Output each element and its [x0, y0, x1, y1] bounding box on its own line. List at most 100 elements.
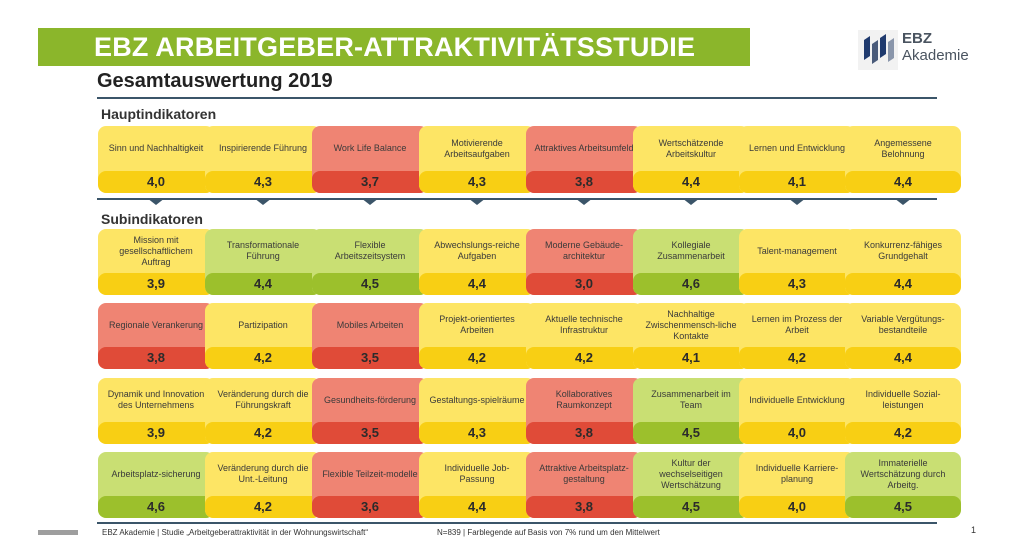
- sub-indicator-card-value: 3,9: [98, 422, 214, 444]
- sub-indicator-card-value: 4,2: [205, 496, 321, 518]
- ebz-logo-icon: [858, 30, 898, 70]
- main-indicator-card-value: 4,1: [739, 171, 855, 193]
- down-arrow-icon: [468, 198, 486, 205]
- down-arrow-icon: [894, 198, 912, 205]
- sub-indicator-card-label: Veränderung durch die Führungskraft: [217, 389, 309, 410]
- main-indicator-card-label: Angemessene Belohnung: [874, 137, 932, 159]
- logo-text-akademie: Akademie: [902, 47, 969, 64]
- sub-indicator-card-value: 4,5: [633, 422, 749, 444]
- sub-indicator-card: Lernen im Prozess der Arbeit 4,2: [739, 303, 855, 369]
- sub-indicator-card: Transformationale Führung 4,4: [205, 229, 321, 295]
- sub-indicator-card: Moderne Gebäude-architektur 3,0: [526, 229, 642, 295]
- sub-indicator-card-value: 3,5: [312, 347, 428, 369]
- sub-indicator-card-value: 4,5: [312, 273, 428, 295]
- main-indicator-card: Angemessene Belohnung 4,4: [845, 126, 961, 193]
- main-indicator-card-label: Motivierende Arbeitsaufgaben: [444, 137, 510, 159]
- bottom-divider: [97, 522, 937, 524]
- sub-indicator-card: Projekt-orientiertes Arbeiten 4,2: [419, 303, 535, 369]
- sub-indicator-card: Individuelle Entwicklung 4,0: [739, 378, 855, 444]
- sub-indicator-card-label: Attraktive Arbeitsplatz-gestaltung: [539, 463, 629, 484]
- sub-indicator-card: Individuelle Job-Passung 4,4: [419, 452, 535, 518]
- sub-indicator-card: Mobiles Arbeiten 3,5: [312, 303, 428, 369]
- sub-indicator-card-label: Arbeitsplatz-sicherung: [111, 468, 201, 479]
- sub-indicator-card-value: 4,2: [205, 422, 321, 444]
- main-indicator-card: Wertschätzende Arbeitskultur 4,4: [633, 126, 749, 193]
- sub-indicator-card-value: 3,8: [526, 422, 642, 444]
- page-number: 1: [971, 525, 977, 535]
- sub-indicator-card-value: 4,4: [845, 273, 961, 295]
- sub-indicator-card-label: Veränderung durch die Unt.-Leitung: [217, 463, 309, 484]
- footer-note: N=839 | Farblegende auf Basis von 7% run…: [437, 528, 660, 537]
- sub-indicator-card-value: 4,3: [739, 273, 855, 295]
- sub-indicator-card-value: 4,6: [98, 496, 214, 518]
- sub-indicator-card-label: Lernen im Prozess der Arbeit: [751, 314, 843, 335]
- main-indicator-card-label: Sinn und Nachhaltigkeit: [108, 143, 204, 153]
- down-arrow-icon: [147, 198, 165, 205]
- sub-indicator-card-value: 4,2: [526, 347, 642, 369]
- sub-indicator-card-label: Individuelle Karriere-planung: [755, 463, 839, 484]
- sub-indicator-card: Gesundheits-förderung 3,5: [312, 378, 428, 444]
- sub-indicator-card-value: 4,4: [419, 273, 535, 295]
- sub-indicator-card: Individuelle Sozial-leistungen 4,2: [845, 378, 961, 444]
- main-indicator-card-label: Lernen und Entwicklung: [748, 143, 846, 153]
- section-main-label: Hauptindikatoren: [101, 106, 217, 122]
- sub-indicator-card: Immaterielle Wertschätzung durch Arbeitg…: [845, 452, 961, 518]
- sub-indicator-card-label: Talent-management: [757, 245, 837, 256]
- sub-indicator-card-value: 4,2: [739, 347, 855, 369]
- sub-indicator-card-value: 4,0: [739, 422, 855, 444]
- sub-indicator-card: Talent-management 4,3: [739, 229, 855, 295]
- sub-indicator-card-value: 4,1: [633, 347, 749, 369]
- sub-indicator-card-value: 4,2: [845, 422, 961, 444]
- sub-indicator-card-label: Immaterielle Wertschätzung durch Arbeitg…: [860, 457, 946, 490]
- sub-indicator-card: Abwechslungs-reiche Aufgaben 4,4: [419, 229, 535, 295]
- sub-indicator-card-label: Mission mit gesellschaftlichem Auftrag: [119, 234, 193, 267]
- down-arrow-icon: [361, 198, 379, 205]
- sub-indicator-card-value: 3,6: [312, 496, 428, 518]
- sub-indicator-card: Kultur der wechselseitigen Wertschätzung…: [633, 452, 749, 518]
- sub-indicator-card-label: Individuelle Job-Passung: [444, 463, 510, 484]
- sub-indicator-card-value: 3,8: [98, 347, 214, 369]
- sub-indicator-card: Partizipation 4,2: [205, 303, 321, 369]
- sub-indicator-card: Kollegiale Zusammenarbeit 4,6: [633, 229, 749, 295]
- down-arrow-icon: [575, 198, 593, 205]
- sub-indicator-card-value: 4,4: [845, 347, 961, 369]
- top-divider: [97, 97, 937, 99]
- sub-indicator-card-label: Flexible Teilzeit-modelle: [322, 468, 418, 479]
- main-indicator-card-label: Wertschätzende Arbeitskultur: [658, 137, 724, 159]
- sub-indicator-card: Aktuelle technische Infrastruktur 4,2: [526, 303, 642, 369]
- sub-indicator-card-value: 4,5: [633, 496, 749, 518]
- sub-indicator-card: Flexible Arbeitszeitsystem 4,5: [312, 229, 428, 295]
- sub-indicator-card-label: Gestaltungs-spielräume: [429, 394, 525, 405]
- logo-text-ebz: EBZ: [902, 30, 932, 47]
- sub-indicator-card-value: 4,0: [739, 496, 855, 518]
- main-indicator-card-value: 4,3: [419, 171, 535, 193]
- main-indicator-card-label: Attraktives Arbeitsumfeld: [534, 143, 634, 153]
- main-indicator-card-value: 3,7: [312, 171, 428, 193]
- main-indicator-card: Sinn und Nachhaltigkeit 4,0: [98, 126, 214, 193]
- sub-indicator-card-label: Variable Vergütungs-bestandteile: [861, 314, 945, 335]
- main-indicator-card: Attraktives Arbeitsumfeld 3,8: [526, 126, 642, 193]
- sub-indicator-card: Kollaboratives Raumkonzept 3,8: [526, 378, 642, 444]
- report-subtitle: Gesamtauswertung 2019: [97, 70, 333, 92]
- sub-indicator-card-label: Flexible Arbeitszeitsystem: [334, 240, 406, 261]
- main-indicator-card: Lernen und Entwicklung 4,1: [739, 126, 855, 193]
- sub-indicator-card-label: Individuelle Entwicklung: [749, 394, 845, 405]
- section-sub-label: Subindikatoren: [101, 211, 203, 227]
- down-arrow-icon: [254, 198, 272, 205]
- down-arrow-icon: [682, 198, 700, 205]
- sub-indicator-card-value: 3,9: [98, 273, 214, 295]
- main-indicator-card-label: Inspirierende Führung: [218, 143, 308, 153]
- sub-indicator-card-label: Individuelle Sozial-leistungen: [865, 389, 941, 410]
- sub-indicator-card-label: Regionale Verankerung: [108, 319, 204, 330]
- main-indicator-card-value: 4,3: [205, 171, 321, 193]
- sub-indicator-card-label: Nachhaltige Zwischenmensch-liche Kontakt…: [645, 308, 737, 341]
- footer-accent-bar: [38, 530, 78, 535]
- sub-indicator-card-label: Gesundheits-förderung: [323, 394, 417, 405]
- sub-indicator-card-label: Mobiles Arbeiten: [336, 319, 404, 330]
- sub-indicator-card-value: 4,3: [419, 422, 535, 444]
- main-indicator-card-value: 4,4: [633, 171, 749, 193]
- sub-indicator-card-label: Partizipation: [238, 319, 288, 330]
- sub-indicator-card: Arbeitsplatz-sicherung 4,6: [98, 452, 214, 518]
- sub-indicator-card: Veränderung durch die Führungskraft 4,2: [205, 378, 321, 444]
- sub-indicator-card-value: 4,6: [633, 273, 749, 295]
